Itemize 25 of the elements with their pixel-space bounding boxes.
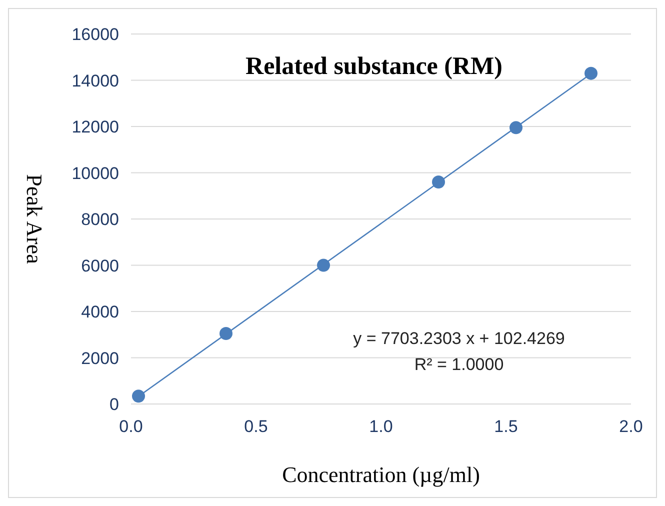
y-tick-label: 6000 [81,256,119,276]
x-tick-label: 0.0 [119,417,143,436]
y-tick-label: 14000 [72,71,119,90]
y-tick-label: 16000 [72,25,119,44]
y-tick-label: 0 [110,395,119,414]
y-axis-title: Peak Area [21,174,48,264]
y-tick-label: 10000 [72,164,119,183]
point [132,390,145,403]
text: Related substance (RM) [244,53,504,81]
point [317,258,330,272]
x-tick-label: 0.5 [244,417,268,436]
y-tick-label: 8000 [81,210,119,230]
x-axis-title: Concentration (µg/ml) [281,462,481,488]
point [584,66,598,80]
x-tick-label: 2.0 [619,417,643,436]
x-tick-label: 1.5 [494,417,518,436]
point [220,326,232,340]
x-tick-label: 1.0 [369,417,393,436]
annotation: R² = 1.0000 [413,355,505,375]
point [510,121,522,134]
y-tick-label: 12000 [72,118,119,137]
annotation: y = 7703.2303 x + 102.4269 [352,329,566,349]
y-tick-label: 4000 [81,302,119,322]
y-tick-label: 2000 [81,348,119,368]
point [432,176,445,188]
